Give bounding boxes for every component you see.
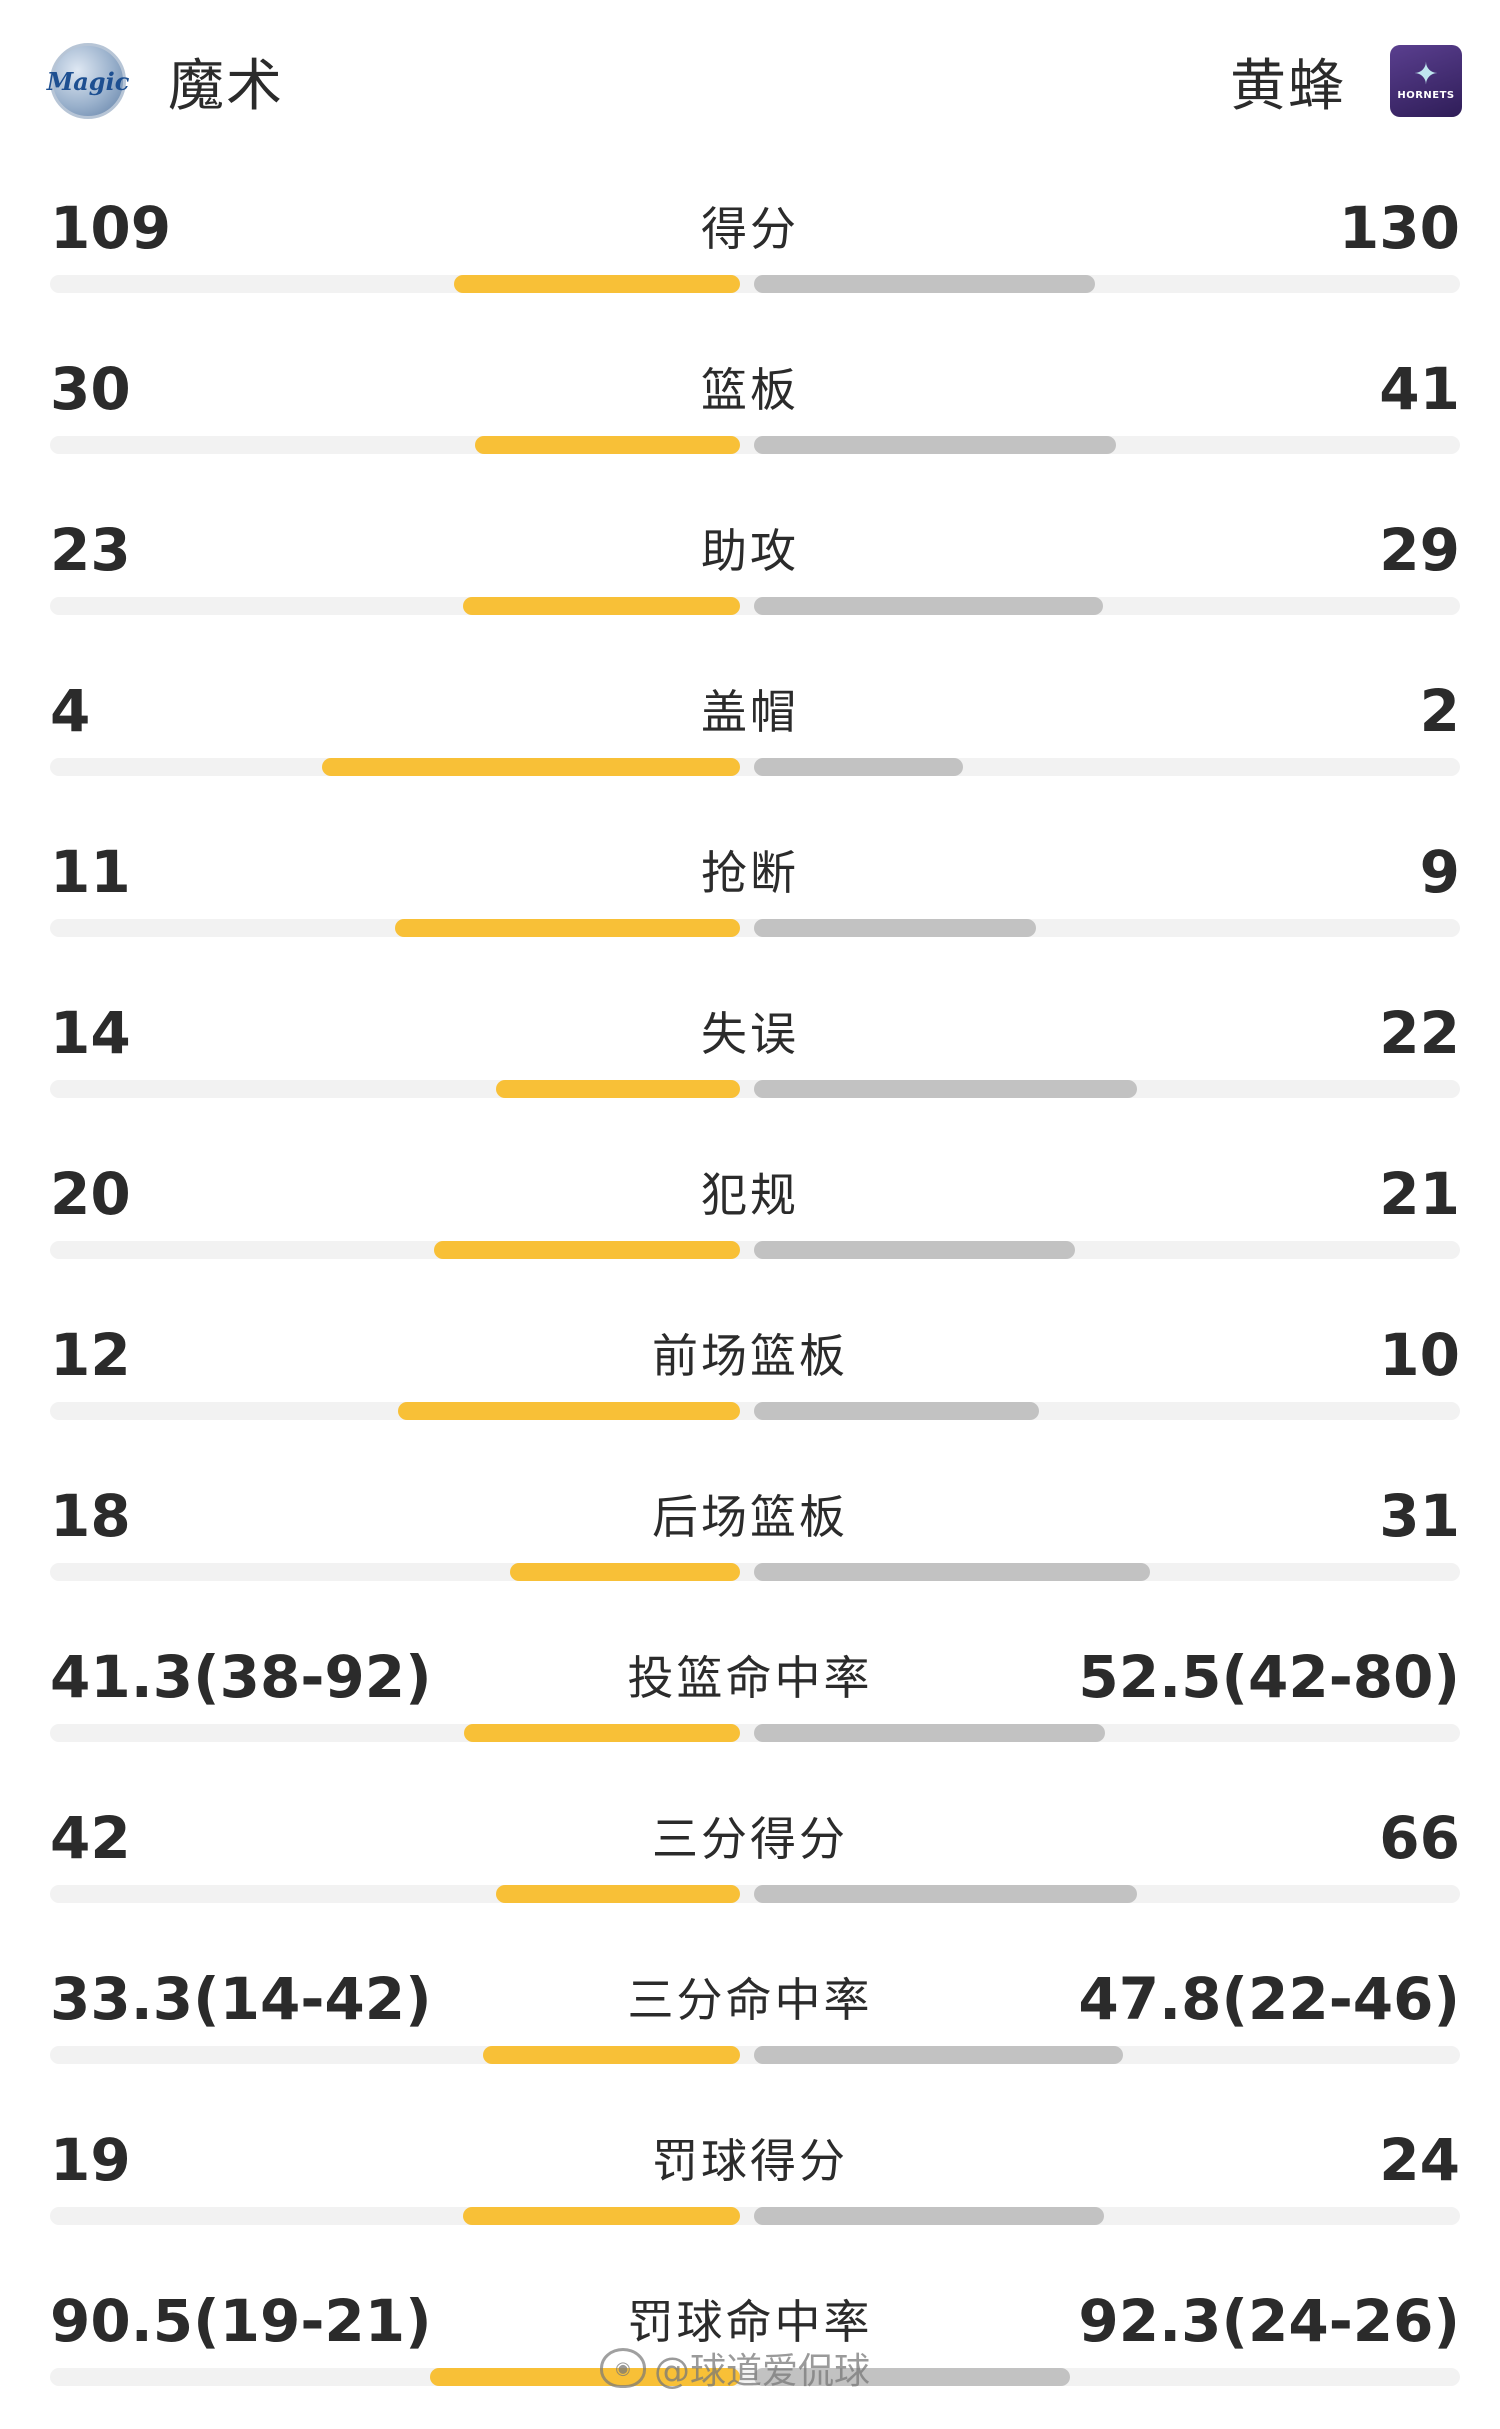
stat-label: 三分得分 (652, 1812, 848, 1866)
stat-label: 罚球命中率 (627, 2295, 873, 2349)
home-stat-value: 90.5(19-21) (50, 2287, 432, 2355)
stat-label: 投篮命中率 (627, 1651, 873, 1705)
away-stat-value: 52.5(42-80) (1078, 1643, 1460, 1711)
home-stat-value: 4 (50, 677, 91, 745)
home-team-name: 魔术 (168, 53, 284, 119)
stat-row: 4 盖帽 2 (0, 658, 1500, 819)
stat-row: 18 后场篮板 31 (0, 1463, 1500, 1624)
away-stat-value: 10 (1379, 1321, 1460, 1389)
away-stat-bar (754, 1241, 1075, 1259)
away-stat-bar (754, 919, 1036, 937)
home-stat-value: 42 (50, 1804, 131, 1872)
home-stat-value: 18 (50, 1482, 131, 1550)
stat-row: 33.3(14-42) 三分命中率 47.8(22-46) (0, 1946, 1500, 2107)
home-stat-bar (496, 1885, 740, 1903)
stat-label: 得分 (701, 202, 799, 256)
home-stat-bar (475, 436, 740, 454)
home-stat-bar (322, 758, 740, 776)
stat-row: 30 篮板 41 (0, 336, 1500, 497)
away-stat-bar (754, 597, 1103, 615)
away-stat-bar (754, 758, 963, 776)
away-stat-bar (754, 2368, 1070, 2386)
away-stat-bar (754, 1724, 1105, 1742)
team-header: Magic 魔术 黄蜂 ✦ HORNETS (0, 0, 1500, 160)
home-stat-bar (430, 2368, 740, 2386)
home-stat-bar (463, 2207, 740, 2225)
stat-row: 109 得分 130 (0, 175, 1500, 336)
home-stat-bar (398, 1402, 740, 1420)
away-stat-bar (754, 1080, 1137, 1098)
stat-row: 11 抢断 9 (0, 819, 1500, 980)
stat-label: 篮板 (701, 363, 799, 417)
home-stat-value: 41.3(38-92) (50, 1643, 432, 1711)
stat-label: 后场篮板 (652, 1490, 848, 1544)
stat-row: 90.5(19-21) 罚球命中率 92.3(24-26) (0, 2268, 1500, 2429)
away-stat-bar (754, 1885, 1137, 1903)
away-stat-value: 31 (1379, 1482, 1460, 1550)
home-stat-value: 12 (50, 1321, 131, 1389)
stat-label: 犯规 (701, 1168, 799, 1222)
away-stat-value: 2 (1419, 677, 1460, 745)
home-stat-bar (510, 1563, 740, 1581)
stat-row: 19 罚球得分 24 (0, 2107, 1500, 2268)
home-stat-value: 30 (50, 355, 131, 423)
stat-row: 41.3(38-92) 投篮命中率 52.5(42-80) (0, 1624, 1500, 1785)
away-stat-bar (754, 2207, 1104, 2225)
home-stat-value: 20 (50, 1160, 131, 1228)
away-stat-value: 29 (1379, 516, 1460, 584)
away-team[interactable]: 黄蜂 ✦ HORNETS (1230, 38, 1462, 124)
stat-row: 42 三分得分 66 (0, 1785, 1500, 1946)
away-stat-value: 47.8(22-46) (1078, 1965, 1460, 2033)
charlotte-hornets-logo-icon: ✦ HORNETS (1390, 45, 1462, 117)
away-stat-bar (754, 2046, 1123, 2064)
away-stat-bar (754, 275, 1095, 293)
away-stat-value: 24 (1379, 2126, 1460, 2194)
watermark: ◉ @球道爱侃球 (600, 2345, 871, 2392)
home-stat-bar (434, 1241, 740, 1259)
home-stat-value: 19 (50, 2126, 131, 2194)
stat-label: 罚球得分 (652, 2134, 848, 2188)
away-stat-value: 66 (1379, 1804, 1460, 1872)
stat-row: 12 前场篮板 10 (0, 1302, 1500, 1463)
away-stat-bar (754, 436, 1116, 454)
away-stat-bar (754, 1402, 1039, 1420)
home-stat-bar (483, 2046, 740, 2064)
stat-label: 盖帽 (701, 685, 799, 739)
stat-label: 三分命中率 (627, 1973, 873, 2027)
orlando-magic-logo-icon: Magic (47, 43, 129, 119)
away-logo-text: HORNETS (1397, 90, 1455, 101)
away-stat-value: 41 (1379, 355, 1460, 423)
home-stat-bar (464, 1724, 740, 1742)
home-stat-bar (496, 1080, 740, 1098)
home-stat-value: 33.3(14-42) (50, 1965, 432, 2033)
stat-label: 失误 (701, 1007, 799, 1061)
stat-row: 20 犯规 21 (0, 1141, 1500, 1302)
home-stat-bar (463, 597, 740, 615)
home-stat-value: 11 (50, 838, 131, 906)
weibo-icon: ◉ (600, 2348, 646, 2388)
away-stat-value: 22 (1379, 999, 1460, 1067)
stat-label: 前场篮板 (652, 1329, 848, 1383)
away-stat-value: 21 (1379, 1160, 1460, 1228)
home-stat-value: 109 (50, 194, 172, 262)
away-stat-value: 130 (1338, 194, 1460, 262)
stat-label: 抢断 (701, 846, 799, 900)
away-stat-value: 9 (1419, 838, 1460, 906)
home-stat-bar (395, 919, 740, 937)
away-team-name: 黄蜂 (1230, 53, 1346, 119)
stat-row: 23 助攻 29 (0, 497, 1500, 658)
stat-label: 助攻 (701, 524, 799, 578)
home-stat-value: 23 (50, 516, 131, 584)
away-stat-bar (754, 1563, 1150, 1581)
home-team[interactable]: Magic 魔术 (47, 38, 284, 124)
home-stat-value: 14 (50, 999, 131, 1067)
watermark-text: @球道爱侃球 (654, 2351, 871, 2392)
stat-row: 14 失误 22 (0, 980, 1500, 1141)
stat-comparison-list: 109 得分 130 30 篮板 41 23 助攻 29 4 盖帽 2 11 抢断 9 14 失误 22 20 犯规 2… (0, 175, 1500, 2429)
home-logo-text: Magic (46, 66, 130, 96)
home-stat-bar (454, 275, 740, 293)
away-stat-value: 92.3(24-26) (1078, 2287, 1460, 2355)
